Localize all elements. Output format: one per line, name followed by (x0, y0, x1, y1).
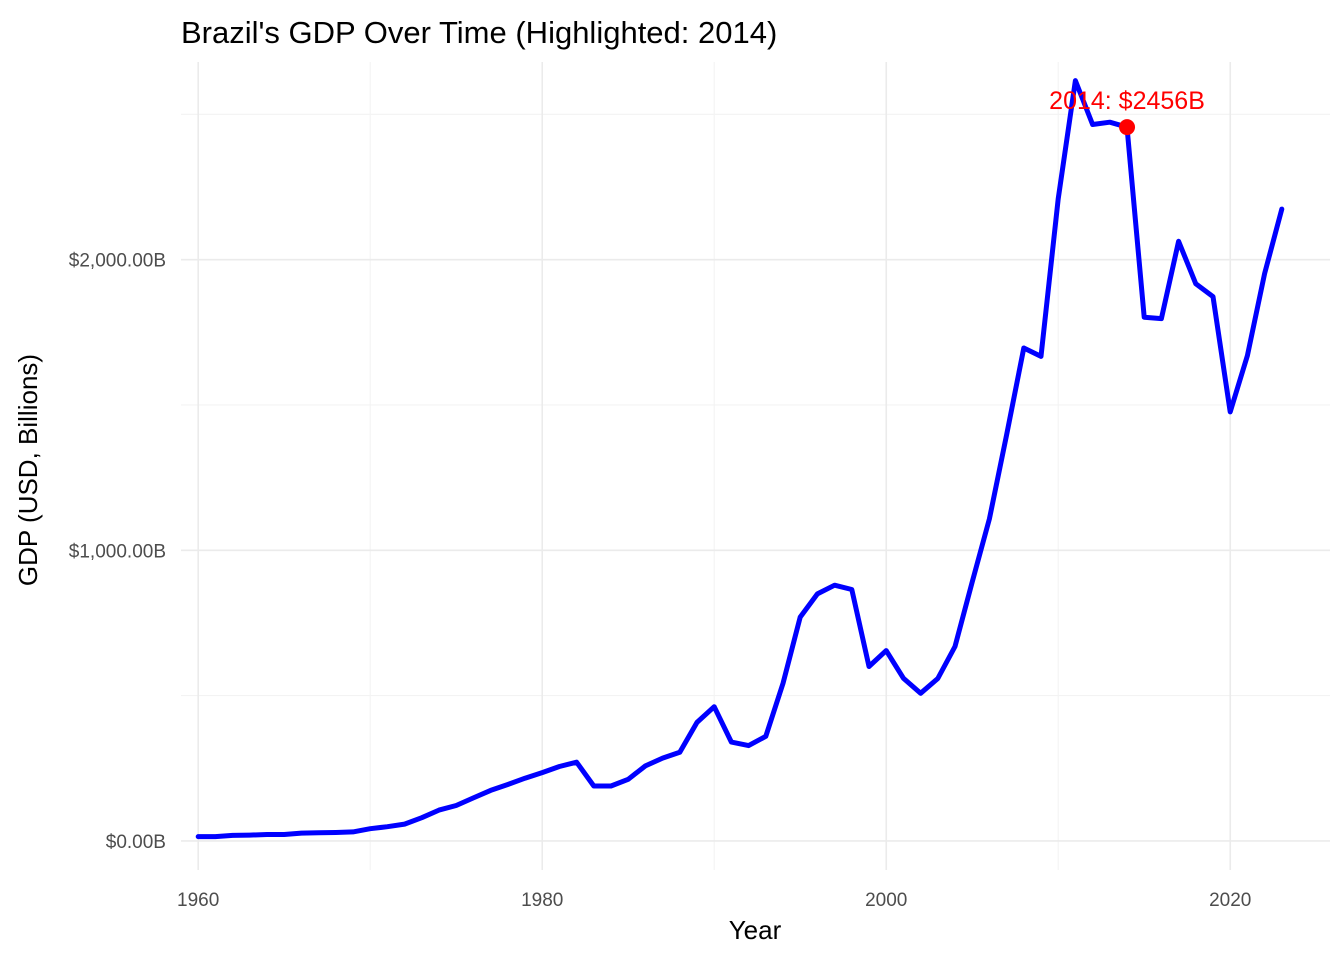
x-tick-label: 1980 (521, 890, 563, 911)
series-layer (195, 78, 1285, 840)
x-axis-ticks: 1960 1980 2000 2020 (177, 890, 1251, 911)
highlight-label: 2014: $2456B (1049, 87, 1205, 115)
y-axis-title: GDP (USD, Billions) (13, 354, 43, 586)
highlight-layer: 2014: $2456B (1049, 87, 1205, 136)
chart-title: Brazil's GDP Over Time (Highlighted: 201… (181, 15, 777, 50)
y-tick-label: $2,000.00B (69, 251, 166, 272)
gdp-series-line (195, 78, 1285, 840)
x-tick-label: 2000 (865, 890, 907, 911)
plot-grid (181, 62, 1330, 870)
x-tick-label: 2020 (1209, 890, 1251, 911)
y-tick-label: $0.00B (106, 832, 166, 853)
x-axis-title: Year (729, 915, 782, 945)
highlight-point (1119, 119, 1136, 136)
y-axis-ticks: $0.00B $1,000.00B $2,000.00B (69, 251, 166, 853)
x-tick-label: 1960 (177, 890, 219, 911)
y-tick-label: $1,000.00B (69, 541, 166, 562)
